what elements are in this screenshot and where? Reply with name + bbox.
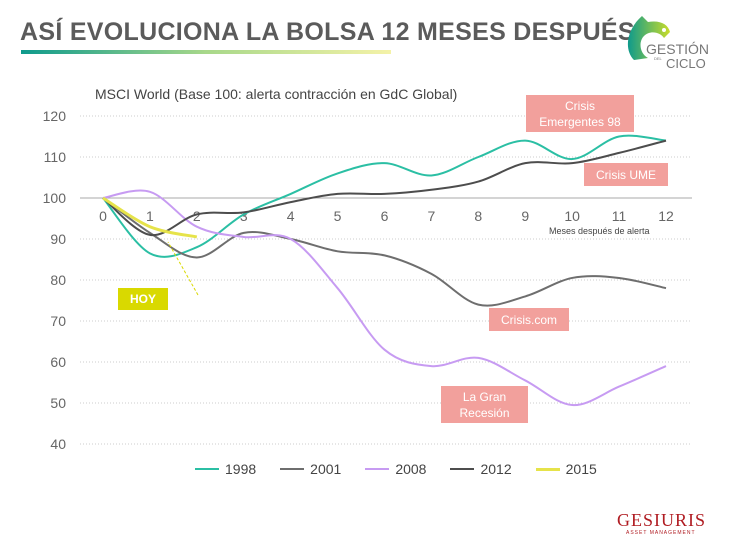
gesiuris-tagline: ASSET MANAGEMENT	[626, 530, 696, 536]
series-line-2012	[102, 139, 667, 236]
legend-swatch	[365, 468, 390, 470]
chameleon-icon: GESTIÓN DEL CICLO	[627, 16, 709, 71]
series-line-2001	[102, 197, 667, 307]
legend-item-2008: 2008	[365, 461, 426, 477]
y-tick-label: 110	[44, 149, 67, 165]
x-tick-label: 8	[474, 208, 482, 224]
annotation-crisis-ume: Crisis UME	[584, 163, 668, 186]
series-line-2008	[102, 189, 667, 407]
x-tick-label: 11	[612, 208, 627, 224]
x-tick-label: 2	[193, 208, 201, 224]
title-underline	[21, 50, 391, 54]
y-tick-label: 80	[50, 272, 66, 288]
legend-swatch	[195, 468, 219, 470]
x-tick-label: 6	[381, 208, 389, 224]
page-title: ASÍ EVOLUCIONA LA BOLSA 12 MESES DESPUÉS	[20, 18, 635, 46]
x-tick-label: 10	[564, 208, 580, 224]
x-tick-label: 3	[240, 208, 248, 224]
y-tick-label: 50	[50, 395, 66, 411]
legend-swatch	[280, 468, 305, 470]
svg-text:GESTIÓN: GESTIÓN	[646, 41, 709, 57]
y-tick-label: 120	[43, 108, 67, 124]
y-tick-label: 70	[50, 313, 66, 329]
hoy-pointer-line	[167, 241, 199, 296]
legend-label: 2008	[395, 461, 427, 477]
annotation-line: Crisis	[565, 98, 595, 113]
legend-item-2001: 2001	[280, 461, 341, 477]
legend-item-1998: 1998	[195, 461, 256, 477]
annotation-line: Emergentes 98	[539, 114, 621, 129]
annotation-crisis-com: Crisis.com	[489, 308, 569, 331]
legend: 1998 2001 2008 2012 2015	[195, 461, 597, 477]
legend-label: 1998	[225, 461, 257, 477]
legend-label: 2001	[310, 461, 342, 477]
annotation-line: Recesión	[459, 405, 510, 420]
legend-swatch	[450, 468, 475, 470]
y-tick-label: 60	[50, 354, 66, 370]
x-axis-label: Meses después de alerta	[549, 226, 650, 236]
x-tick-label: 4	[287, 208, 295, 224]
svg-text:CICLO: CICLO	[666, 56, 706, 71]
x-tick-label: 12	[658, 208, 674, 224]
annotation-hoy: HOY	[118, 288, 168, 310]
series-line-2015	[102, 196, 198, 239]
y-tick-label: 40	[50, 436, 66, 452]
x-tick-label: 1	[146, 208, 154, 224]
annotation-gran-recesion: La Gran Recesión	[441, 386, 528, 423]
legend-swatch	[535, 467, 560, 471]
legend-label: 2012	[480, 461, 512, 477]
y-tick-label: 90	[50, 231, 66, 247]
gesiuris-logo: GESIURIS	[617, 510, 707, 530]
legend-label: 2015	[565, 461, 597, 477]
gestion-del-ciclo-logo: GESTIÓN DEL CICLO	[620, 10, 715, 72]
chart-title: MSCI World (Base 100: alerta contracción…	[95, 86, 458, 102]
x-tick-label: 7	[428, 208, 436, 224]
annotation-crisis-emergentes: Crisis Emergentes 98	[526, 95, 634, 132]
series-line-1998	[102, 134, 667, 258]
x-tick-label: 5	[334, 208, 342, 224]
x-tick-label: 9	[521, 208, 529, 224]
legend-item-2012: 2012	[450, 461, 512, 477]
x-tick-label: 0	[99, 208, 107, 224]
svg-text:DEL: DEL	[654, 56, 663, 61]
y-tick-label: 100	[43, 190, 67, 206]
annotation-line: La Gran	[462, 389, 507, 404]
legend-item-2015: 2015	[535, 461, 597, 477]
